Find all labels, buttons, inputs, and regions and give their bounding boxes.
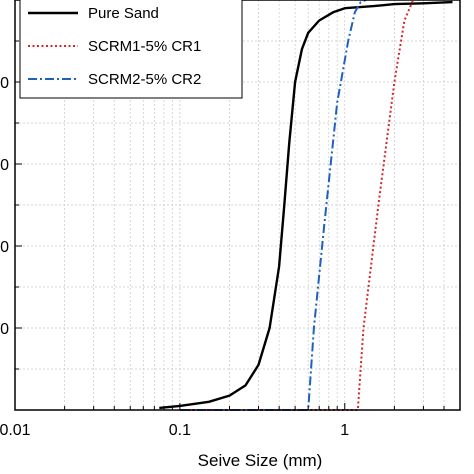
x-tick-label: 1 (340, 422, 349, 439)
y-tick-label: 0 (0, 239, 9, 256)
series-line-1 (159, 0, 453, 410)
series-line-3 (179, 0, 367, 411)
x-tick-label: 0.1 (169, 422, 191, 439)
series-layer (159, 0, 453, 411)
tick-layer (14, 40, 461, 410)
x-axis-title: Seive Size (mm) (198, 451, 323, 470)
y-tick-label: 0 (0, 157, 9, 174)
tick-label-layer: 0.01 0.1 1 0 0 0 0 (0, 75, 349, 439)
legend: Pure Sand SCRM1-5% CR1 SCRM2-5% CR2 (19, 0, 243, 99)
y-tick-label: 0 (0, 75, 9, 92)
legend-box (19, 0, 243, 99)
y-tick-label: 0 (0, 321, 9, 338)
legend-label-1: Pure Sand (88, 5, 159, 22)
legend-label-2: SCRM1-5% CR1 (88, 38, 201, 55)
series-line-2 (179, 0, 415, 411)
x-tick-label: 0.01 (0, 422, 31, 439)
legend-items: Pure Sand SCRM1-5% CR1 SCRM2-5% CR2 (28, 5, 201, 88)
legend-label-3: SCRM2-5% CR2 (88, 71, 201, 88)
